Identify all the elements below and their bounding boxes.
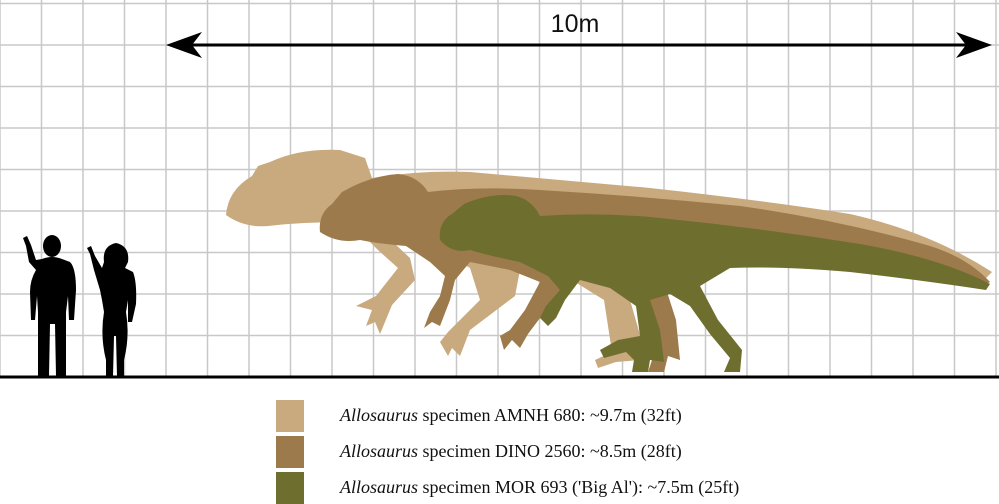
legend-item-amnh-680: Allosaurus specimen AMNH 680: ~9.7m (32f… <box>276 400 876 432</box>
legend-label: specimen DINO 2560: ~8.5m (28ft) <box>418 441 682 461</box>
legend-label: specimen MOR 693 ('Big Al'): ~7.5m (25ft… <box>418 477 740 497</box>
legend-label: specimen AMNH 680: ~9.7m (32ft) <box>418 405 682 425</box>
legend-genus: Allosaurus <box>340 405 419 425</box>
legend-item-mor-693: Allosaurus specimen MOR 693 ('Big Al'): … <box>276 472 876 504</box>
legend-swatch <box>276 436 304 468</box>
legend-item-dino-2560: Allosaurus specimen DINO 2560: ~8.5m (28… <box>276 436 876 468</box>
mor-693-silhouette-icon <box>439 195 990 372</box>
human-female-silhouette-icon <box>87 243 137 376</box>
scale-label: 10m <box>550 10 600 38</box>
legend-genus: Allosaurus <box>340 441 419 461</box>
legend-swatch <box>276 400 304 432</box>
legend-genus: Allosaurus <box>340 477 419 497</box>
scale-arrow-icon <box>166 32 992 58</box>
human-male-silhouette-icon <box>23 235 76 376</box>
legend-swatch <box>276 472 304 504</box>
